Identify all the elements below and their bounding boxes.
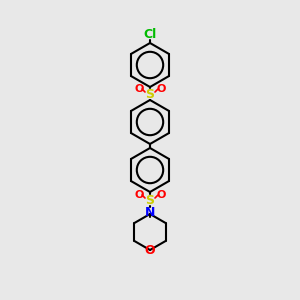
Text: Cl: Cl	[143, 28, 157, 41]
Text: N: N	[145, 206, 155, 218]
Text: O: O	[134, 190, 144, 200]
Text: O: O	[134, 84, 144, 94]
Text: O: O	[156, 84, 166, 94]
Text: O: O	[145, 244, 155, 256]
Text: S: S	[146, 88, 154, 100]
Text: S: S	[146, 194, 154, 206]
Text: O: O	[156, 190, 166, 200]
